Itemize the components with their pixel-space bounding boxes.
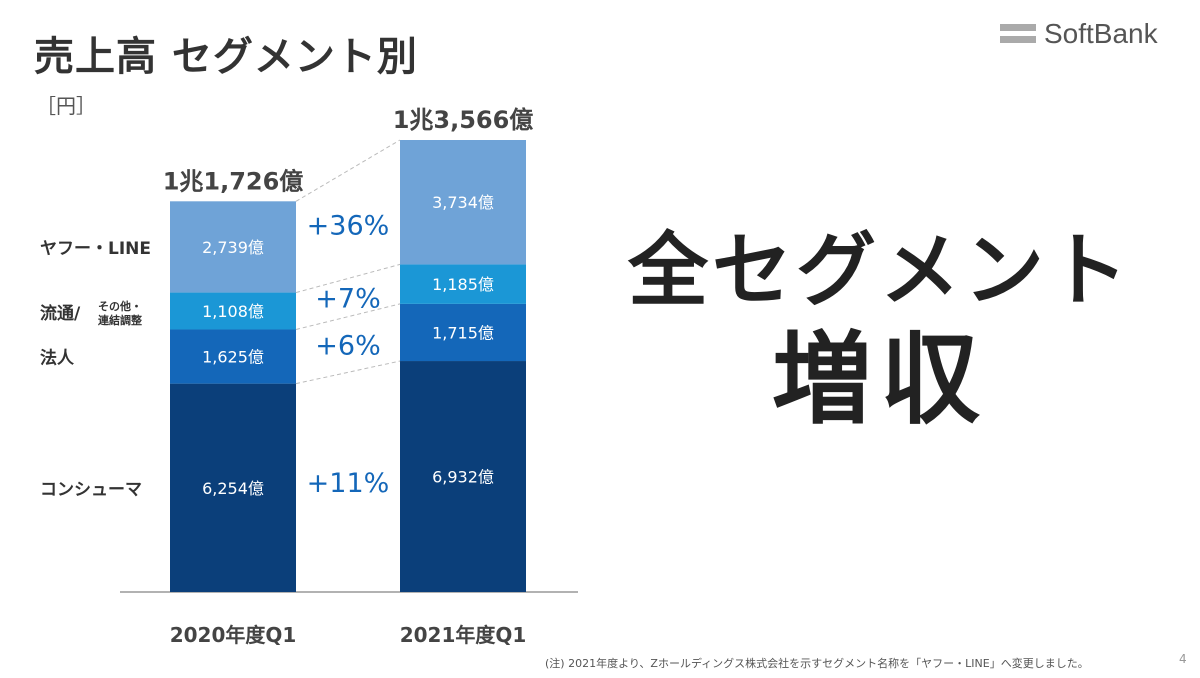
bar-segment [170,329,296,384]
connector-line [295,303,401,330]
segment-name-label: コンシューマ [40,480,142,500]
connector-line [295,360,401,385]
growth-label: +6% [315,331,380,362]
bar-segment [170,383,296,592]
growth-label: +36% [307,211,390,242]
bar-value-label: 6,254億 [202,479,264,498]
bar-value-label: 1,715億 [432,323,494,342]
connector-line [295,139,401,202]
softbank-logo: SoftBank [1000,18,1175,52]
connector-line [295,263,401,294]
bar-segment [170,292,296,330]
segment-name-label: 流通/ [40,303,81,324]
bar-total-label: 1兆1,726億 [163,167,304,195]
category-label: 2021年度Q1 [400,623,527,647]
bar-segment [400,303,526,362]
logo-text: SoftBank [1044,18,1158,49]
headline-increase: 増収 [772,321,988,438]
logo-bars-icon [1000,24,1036,46]
growth-label: +11% [307,468,390,499]
headline-all-segments: 全セグメント [628,224,1132,317]
bar-segment [400,140,526,265]
segment-name-label: 法人 [40,348,75,369]
growth-label: +7% [315,284,380,315]
bar-segment [400,361,526,592]
footnote: (注) 2021年度より、Zホールディングス株式会社を示すセグメント名称を「ヤフ… [545,657,1089,670]
bar-value-label: 1,185億 [432,275,494,294]
bar-total-label: 1兆3,566億 [393,106,534,134]
bar-segment [170,201,296,293]
bar-value-label: 1,625億 [202,348,264,367]
slide-title: 売上高 セグメント別 [34,34,418,80]
bar-value-label: 2,739億 [202,238,264,257]
bar-value-label: 1,108億 [202,302,264,321]
bar-value-label: 3,734億 [432,193,494,212]
bar-value-label: 6,932億 [432,468,494,487]
segment-name-sublabel: その他・ [98,299,142,313]
unit-label: ［円］ [36,94,96,118]
bar-segment [400,264,526,304]
page-number: 4 [1179,652,1187,666]
category-label: 2020年度Q1 [170,623,297,647]
stacked-bar-chart: 6,254億 1,625億 1,108億 2,739億 1兆1,726億 2020年度Q1… [40,106,578,647]
segment-name-sublabel: 連結調整 [98,313,142,327]
segment-name-label: ヤフー・LINE [40,239,151,259]
